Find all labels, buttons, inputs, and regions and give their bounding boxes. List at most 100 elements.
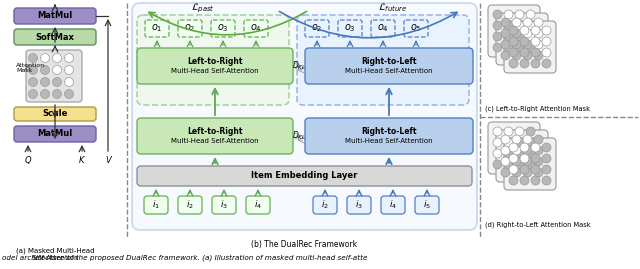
Circle shape [523, 146, 532, 155]
Text: (b) The DualRec Framework: (b) The DualRec Framework [252, 240, 358, 249]
Circle shape [501, 135, 510, 144]
Circle shape [531, 48, 540, 57]
Circle shape [515, 21, 524, 30]
FancyBboxPatch shape [14, 126, 96, 142]
Circle shape [501, 168, 510, 177]
Text: $o_1$: $o_1$ [151, 23, 163, 34]
Circle shape [520, 48, 529, 57]
Circle shape [504, 160, 513, 169]
Circle shape [65, 77, 74, 87]
Text: V: V [105, 156, 111, 165]
Circle shape [531, 154, 540, 163]
Text: Multi-Head Self-Attention: Multi-Head Self-Attention [345, 138, 433, 144]
Text: Right-to-Left: Right-to-Left [361, 126, 417, 136]
Circle shape [493, 138, 502, 147]
Text: $o_4$: $o_4$ [250, 23, 262, 34]
Circle shape [501, 146, 510, 155]
Circle shape [509, 59, 518, 68]
FancyBboxPatch shape [305, 118, 473, 154]
Text: $D_{KL}$: $D_{KL}$ [292, 60, 306, 72]
Circle shape [501, 40, 510, 49]
Circle shape [526, 32, 535, 41]
Circle shape [542, 176, 551, 185]
Circle shape [526, 43, 535, 52]
Text: (d) Right-to-Left Attention Mask: (d) Right-to-Left Attention Mask [485, 222, 591, 228]
Text: SoftMax: SoftMax [36, 33, 74, 41]
Circle shape [526, 160, 535, 169]
Circle shape [520, 165, 529, 174]
Circle shape [65, 90, 74, 98]
Text: $\mathcal{L}_{past}$: $\mathcal{L}_{past}$ [191, 1, 215, 15]
Text: $i_2$: $i_2$ [321, 199, 329, 211]
Text: K: K [79, 156, 84, 165]
Text: MatMul: MatMul [37, 129, 72, 139]
Circle shape [531, 143, 540, 152]
FancyBboxPatch shape [178, 20, 202, 37]
Circle shape [526, 149, 535, 158]
Circle shape [515, 138, 524, 147]
FancyBboxPatch shape [144, 196, 168, 214]
Text: $o_3$: $o_3$ [344, 23, 356, 34]
Text: $o_2$: $o_2$ [311, 23, 323, 34]
Text: Right-to-Left: Right-to-Left [361, 56, 417, 65]
Circle shape [52, 77, 61, 87]
FancyBboxPatch shape [26, 50, 82, 102]
Circle shape [493, 21, 502, 30]
Circle shape [534, 51, 543, 60]
FancyBboxPatch shape [488, 122, 540, 174]
Circle shape [512, 168, 521, 177]
Circle shape [523, 29, 532, 38]
FancyBboxPatch shape [496, 13, 548, 65]
FancyBboxPatch shape [14, 107, 96, 121]
Circle shape [509, 154, 518, 163]
Circle shape [515, 149, 524, 158]
Circle shape [52, 54, 61, 62]
Text: Scale: Scale [42, 109, 68, 119]
Text: Left-to-Right: Left-to-Right [188, 56, 243, 65]
Circle shape [515, 32, 524, 41]
Text: $i_5$: $i_5$ [423, 199, 431, 211]
Circle shape [512, 135, 521, 144]
FancyBboxPatch shape [504, 138, 556, 190]
FancyBboxPatch shape [132, 3, 477, 230]
Circle shape [493, 43, 502, 52]
Circle shape [40, 77, 49, 87]
FancyBboxPatch shape [313, 196, 337, 214]
Circle shape [29, 65, 38, 75]
FancyBboxPatch shape [137, 166, 472, 186]
FancyBboxPatch shape [347, 196, 371, 214]
Circle shape [493, 32, 502, 41]
Circle shape [501, 18, 510, 27]
Circle shape [504, 10, 513, 19]
Text: MatMul: MatMul [37, 12, 72, 20]
Circle shape [531, 176, 540, 185]
Circle shape [531, 59, 540, 68]
FancyBboxPatch shape [14, 8, 96, 24]
Circle shape [504, 127, 513, 136]
Circle shape [29, 90, 38, 98]
Text: $o_5$: $o_5$ [410, 23, 422, 34]
FancyBboxPatch shape [137, 15, 289, 105]
Circle shape [512, 40, 521, 49]
Text: $\mathcal{L}_{future}$: $\mathcal{L}_{future}$ [378, 2, 408, 15]
Circle shape [29, 77, 38, 87]
FancyBboxPatch shape [305, 48, 473, 84]
Text: Left-to-Right: Left-to-Right [188, 126, 243, 136]
FancyBboxPatch shape [371, 20, 395, 37]
Circle shape [493, 149, 502, 158]
Circle shape [504, 32, 513, 41]
Text: $i_3$: $i_3$ [355, 199, 363, 211]
Circle shape [520, 176, 529, 185]
Circle shape [520, 143, 529, 152]
Text: Q: Q [25, 156, 31, 165]
FancyBboxPatch shape [145, 20, 169, 37]
FancyBboxPatch shape [137, 118, 293, 154]
Circle shape [509, 176, 518, 185]
Circle shape [512, 51, 521, 60]
Circle shape [493, 160, 502, 169]
Circle shape [534, 146, 543, 155]
Circle shape [65, 65, 74, 75]
Text: Multi-Head Self-Attention: Multi-Head Self-Attention [171, 138, 259, 144]
Circle shape [493, 10, 502, 19]
FancyBboxPatch shape [305, 20, 329, 37]
